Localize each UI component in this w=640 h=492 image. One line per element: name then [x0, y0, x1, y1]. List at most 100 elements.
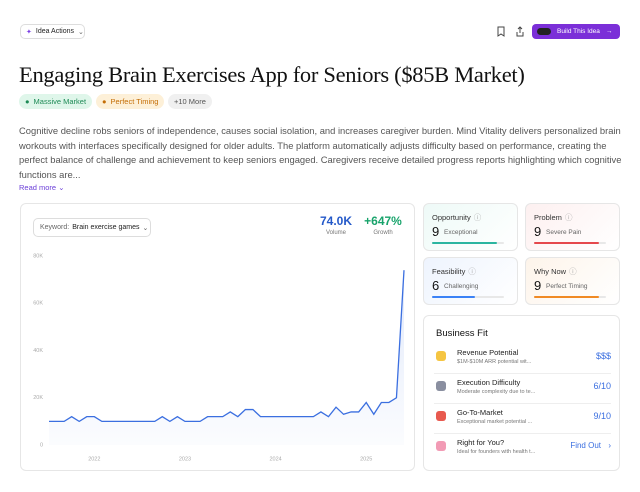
score-card: Problem ⓘ 9 Severe Pain — [525, 203, 620, 251]
fit-value: $$$ — [595, 351, 611, 361]
arrow: → — [605, 28, 613, 35]
tag-label: +10 More — [174, 97, 206, 106]
growth-label: Growth — [373, 230, 393, 236]
description: Cognitive decline robs seniors of indepe… — [19, 125, 622, 180]
volume-value: 74.0K — [319, 214, 353, 228]
score-title: Feasibility — [432, 267, 466, 276]
chevron: ⌄ — [78, 28, 84, 36]
trend-panel: Keyword: Brain exercise games ⌄ 74.0K Vo… — [20, 203, 415, 471]
score-name: Feasibility ⓘ — [432, 266, 476, 277]
fit-row[interactable]: Right for You? Ideal for founders with he… — [424, 434, 621, 464]
x-tick-label: 2025 — [360, 456, 372, 462]
fit-value: 9/10 — [593, 411, 611, 421]
read-more-link[interactable]: Read more ⌄ — [19, 183, 65, 192]
chevron: › — [608, 441, 611, 450]
fit-value: 6/10 — [593, 381, 611, 391]
y-tick-label: 60K — [33, 301, 43, 307]
business-fit-panel: Business Fit Revenue Potential $1M-$10M A… — [423, 315, 620, 471]
keyword-value: Brain exercise games — [72, 224, 140, 231]
bookmark-icon[interactable] — [496, 26, 506, 37]
score-value: 9 — [534, 278, 542, 293]
score-name: Why Now ⓘ — [534, 266, 577, 277]
x-tick-label: 2022 — [88, 456, 100, 462]
growth-metric: +647% Growth — [361, 214, 405, 236]
build-idea-button[interactable]: Build This Idea → — [532, 24, 620, 39]
link-label: Read more — [19, 183, 57, 192]
score-card: Feasibility ⓘ 6 Challenging — [423, 257, 518, 305]
score-card: Opportunity ⓘ 9 Exceptional — [423, 203, 518, 251]
x-tick-label: 2023 — [179, 456, 191, 462]
info-icon: ⓘ — [564, 213, 573, 222]
page-title: Engaging Brain Exercises App for Seniors… — [19, 62, 525, 87]
keyword-label: Keyword: — [40, 224, 70, 231]
y-tick-label: 80K — [33, 253, 43, 259]
volume-metric: 74.0K Volume — [316, 214, 356, 236]
score-card: Why Now ⓘ 9 Perfect Timing — [525, 257, 620, 305]
score-label: Exceptional — [444, 229, 478, 236]
tag[interactable]: ● Perfect Timing — [96, 94, 165, 109]
fit-name: Go-To-Market — [457, 408, 503, 417]
fit-detail: Exceptional market potential ... — [457, 419, 533, 425]
fit-detail: $1M-$10M ARR potential wit... — [457, 359, 532, 365]
fit-detail: Ideal for founders with health t... — [457, 449, 536, 455]
chevron: ⌄ — [142, 224, 149, 232]
keyword-select[interactable]: Keyword: Brain exercise games ⌄ — [33, 218, 151, 237]
line — [49, 270, 405, 423]
score-name: Opportunity ⓘ — [432, 212, 481, 223]
panel-title: Business Fit — [436, 328, 488, 339]
y-tick-label: 20K — [33, 395, 43, 401]
area — [49, 270, 404, 445]
tag-label: Perfect Timing — [110, 97, 159, 106]
idea-actions-button[interactable]: ✦ Idea Actions ⌄ — [20, 24, 85, 39]
score-bar — [432, 242, 497, 244]
info-icon: ⓘ — [569, 267, 577, 276]
y-tick-label: 40K — [33, 348, 43, 354]
score-title: Why Now — [534, 267, 567, 276]
score-bar — [534, 296, 599, 298]
tag[interactable]: +10 More — [168, 94, 212, 109]
divider — [434, 373, 611, 374]
fit-name: Execution Difficulty — [457, 378, 521, 387]
score-title: Opportunity — [432, 213, 471, 222]
growth-value: +647% — [364, 214, 402, 228]
fit-value: Find Out — [570, 441, 601, 450]
score-bar — [534, 242, 599, 244]
fit-row: Go-To-Market Exceptional market potential… — [424, 404, 621, 434]
fit-detail: Moderate complexity due to te... — [457, 389, 536, 395]
fit-name: Right for You? — [457, 438, 505, 447]
fit-row: Execution Difficulty Moderate complexity … — [424, 374, 621, 404]
fit-row: Revenue Potential $1M-$10M ARR potential … — [424, 344, 621, 374]
score-value: 9 — [534, 224, 542, 239]
button-label: Idea Actions — [35, 28, 75, 35]
score-label: Challenging — [444, 283, 479, 290]
volume-label: Volume — [325, 230, 346, 236]
fit-name: Revenue Potential — [457, 348, 519, 357]
score-title: Problem — [534, 213, 562, 222]
fit-icon — [436, 381, 446, 391]
info-icon: ⓘ — [473, 213, 482, 222]
score-bar — [432, 296, 476, 298]
tag-label: Massive Market — [33, 97, 87, 106]
score-label: Perfect Timing — [546, 283, 588, 290]
share-icon[interactable] — [515, 26, 525, 37]
logo — [537, 28, 551, 35]
score-label: Severe Pain — [546, 229, 582, 236]
fit-icon — [436, 351, 446, 361]
score-value: 6 — [432, 278, 440, 293]
x-tick-label: 2024 — [269, 456, 281, 462]
divider — [434, 403, 611, 404]
icon: ● — [102, 97, 107, 106]
score-value: 9 — [432, 224, 440, 239]
fit-icon — [436, 411, 446, 421]
divider — [434, 433, 611, 434]
fit-icon — [436, 441, 446, 451]
icon: ● — [25, 97, 30, 106]
info-icon: ⓘ — [468, 267, 476, 276]
y-tick-label: 0 — [40, 442, 43, 448]
button-label: Build This Idea — [557, 28, 600, 35]
tag[interactable]: ● Massive Market — [19, 94, 93, 109]
score-name: Problem ⓘ — [534, 212, 572, 223]
sparkle-icon: ✦ — [26, 28, 32, 36]
trend-chart: 0 20K 40K 60K 80K 2022 2023 2024 2025 — [33, 253, 405, 462]
